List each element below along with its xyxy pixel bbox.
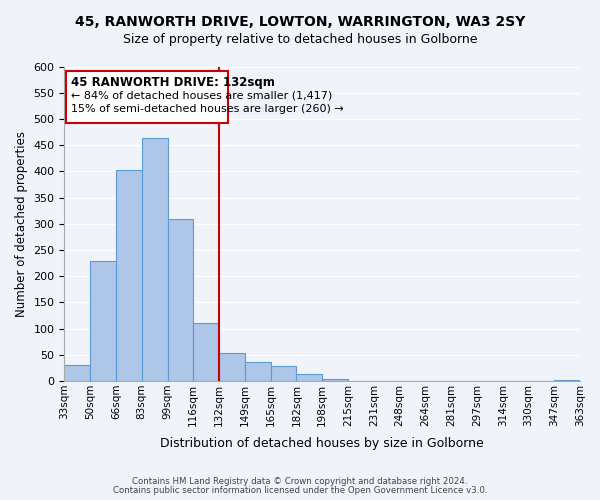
Bar: [245, 362, 271, 381]
Y-axis label: Number of detached properties: Number of detached properties: [15, 130, 28, 316]
Bar: [219, 352, 245, 381]
Bar: [193, 324, 219, 381]
Text: 15% of semi-detached houses are larger (260) →: 15% of semi-detached houses are larger (…: [71, 104, 344, 114]
Bar: [142, 138, 167, 381]
Text: ← 84% of detached houses are smaller (1,417): ← 84% of detached houses are smaller (1,…: [71, 90, 332, 101]
Text: Contains HM Land Registry data © Crown copyright and database right 2024.: Contains HM Land Registry data © Crown c…: [132, 477, 468, 486]
Bar: [554, 380, 580, 381]
Text: Size of property relative to detached houses in Golborne: Size of property relative to detached ho…: [123, 32, 477, 46]
Bar: [64, 366, 90, 381]
Bar: [90, 262, 116, 381]
X-axis label: Distribution of detached houses by size in Golborne: Distribution of detached houses by size …: [160, 437, 484, 450]
Text: 45 RANWORTH DRIVE: 132sqm: 45 RANWORTH DRIVE: 132sqm: [71, 76, 275, 89]
Bar: [271, 366, 296, 381]
Bar: [296, 374, 322, 381]
Text: 45, RANWORTH DRIVE, LOWTON, WARRINGTON, WA3 2SY: 45, RANWORTH DRIVE, LOWTON, WARRINGTON, …: [75, 15, 525, 29]
Text: Contains public sector information licensed under the Open Government Licence v3: Contains public sector information licen…: [113, 486, 487, 495]
Bar: [116, 170, 142, 381]
Bar: [322, 379, 348, 381]
Bar: [167, 218, 193, 381]
FancyBboxPatch shape: [65, 70, 228, 123]
